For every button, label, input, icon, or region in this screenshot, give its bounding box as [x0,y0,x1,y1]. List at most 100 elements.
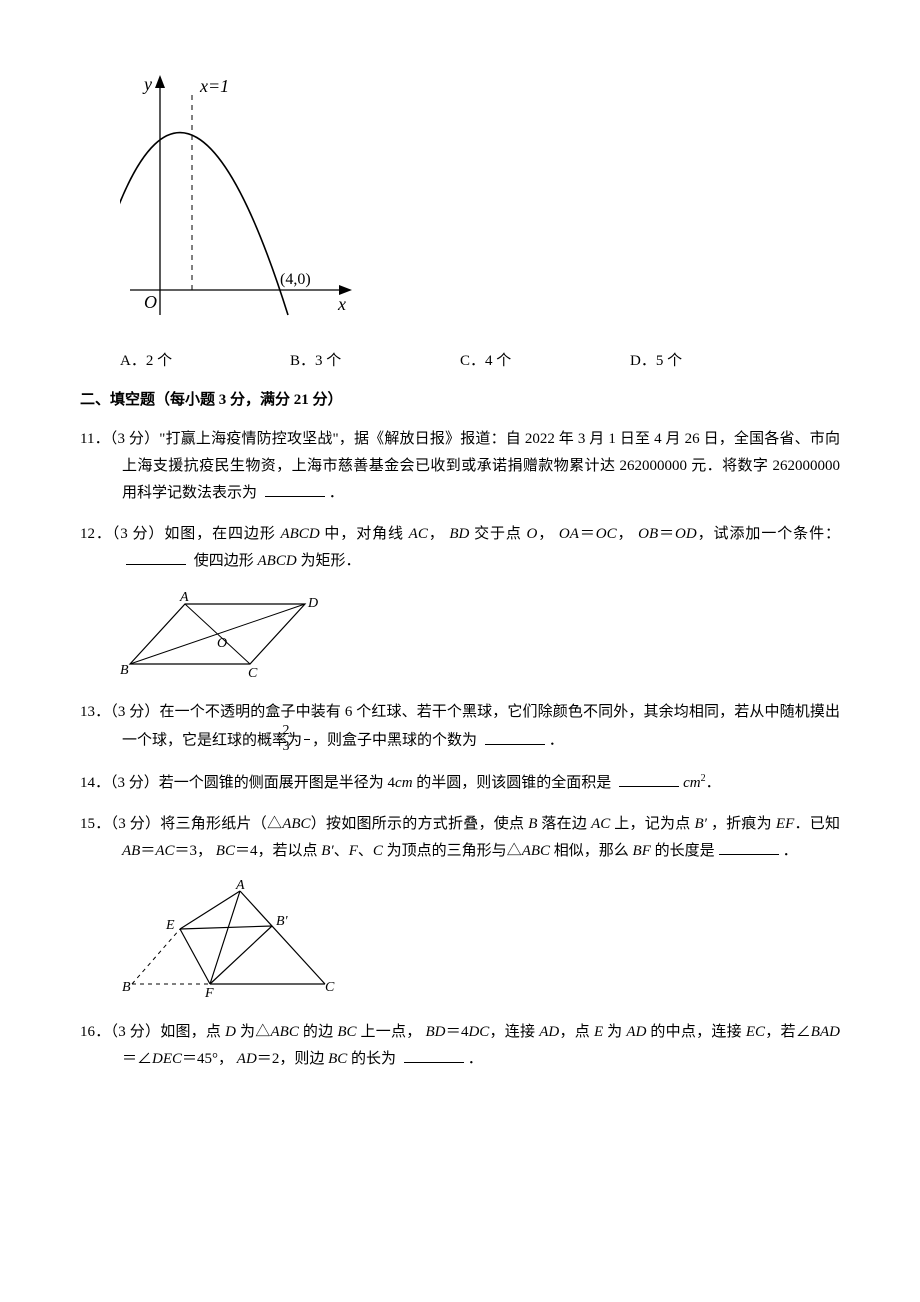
q15-t12: 的长度是 [655,843,715,859]
choice-d-prefix: D． [630,353,656,369]
q15-t9b: 、 [358,843,373,859]
q12-t8: 使四边形 [194,553,254,569]
q12-fig-D: D [307,596,318,611]
q15-blank[interactable] [719,839,779,855]
q15-AB: AB [122,843,140,859]
q13-t2: ，则盒子中黑球的个数为 [312,733,477,749]
q16-t3: 的边 [303,1024,333,1040]
q15-fig-F: F [204,986,214,999]
q12-fig-C: C [248,666,258,679]
q14-t2: 的半圆，则该圆锥的全面积是 [413,775,612,791]
q15-t5: ，折痕为 [711,816,772,832]
q16-num: 16． [80,1024,110,1040]
q11-pts: （3 分） [110,431,159,447]
q13-t3: ． [549,733,564,749]
q16-AD3: AD [237,1051,257,1067]
q12-t1: 如图，在四边形 [164,526,275,542]
q16-DEC: DEC [152,1051,182,1067]
q15-t6: ．已知 [794,816,840,832]
q16-t7: 为 [607,1024,622,1040]
q16-blank[interactable] [404,1047,464,1063]
q16-t8: 的中点，连接 [650,1024,741,1040]
x-intercept-label: (4,0) [280,271,311,288]
q12-t7: ，试添加一个条件： [697,526,840,542]
q16-AD2: AD [626,1024,646,1040]
q12-eq1: ＝ [579,526,596,542]
q16-EC: EC [746,1024,765,1040]
q16-t2: 为△ [240,1024,270,1040]
q16-v45: 45° [197,1051,218,1067]
q12-svg: A B C D O [120,589,320,679]
q12-eq2: ＝ [658,526,675,542]
q12-od: OD [675,526,697,542]
q14-cm: cm [395,775,413,791]
q11-period: ． [329,485,344,501]
q15-pts: （3 分） [111,816,161,832]
q14-t1: 若一个圆锥的侧面展开图是半径为 4 [159,775,395,791]
vertex-line-label: x=1 [199,76,229,96]
q15-C: C [373,843,383,859]
q14-t3: ． [706,775,721,791]
q12-o: O [527,526,538,542]
q15-EF: EF [776,816,794,832]
choice-d[interactable]: D．5 个 [630,348,800,375]
q12-fig-B: B [120,663,129,678]
choice-c[interactable]: C．4 个 [460,348,630,375]
choice-b-prefix: B． [290,353,315,369]
q12-t3: ， [428,526,445,542]
choice-c-text: 4 个 [485,353,511,369]
q13-blank[interactable] [485,729,545,745]
q12-figure: A B C D O [120,589,840,689]
q16-t1: 如图，点 [160,1024,221,1040]
q13-frac-num: 2 [304,724,310,740]
q12-abcd: ABCD [280,526,319,542]
q16-t11: ， [218,1051,233,1067]
q12-t4: 交于点 [474,526,522,542]
q16-D: D [225,1024,236,1040]
choice-c-prefix: C． [460,353,485,369]
x-axis-label: x [337,294,346,314]
q12-t2: 中，对角线 [324,526,404,542]
q15-eq1: ＝ [140,843,155,859]
parabola-figure: y x=1 (4,0) x O [120,70,840,340]
question-12: 12．（3 分）如图，在四边形 ABCD 中，对角线 AC， BD 交于点 O，… [80,521,840,575]
q15-svg: A B C E F B' [120,879,340,999]
q12-bd: BD [449,526,469,542]
choice-a[interactable]: A．2 个 [120,348,290,375]
q15-t9a: 、 [334,843,349,859]
q12-fig-A: A [179,590,189,605]
q16-t5: ，连接 [489,1024,535,1040]
q15-Bp2: B′ [321,843,333,859]
q16-BAD: BAD [811,1024,840,1040]
q13-frac-den: 3 [304,740,310,755]
q15-abc: ABC [282,816,310,832]
q13-num: 13． [80,704,110,720]
q16-BD: BD [425,1024,445,1040]
q12-pts: （3 分） [112,526,164,542]
choice-row: A．2 个 B．3 个 C．4 个 D．5 个 [80,348,840,375]
q16-pts: （3 分） [110,1024,160,1040]
q15-fig-A: A [235,879,245,893]
q16-eq1: ＝ [445,1024,460,1040]
q15-t4: 上，记为点 [614,816,690,832]
q16-t14: ． [468,1051,483,1067]
q15-abc2: ABC [522,843,550,859]
q15-t8: ，若以点 [257,843,317,859]
y-axis-label: y [142,74,152,94]
q15-AC2: AC [155,843,174,859]
q15-t1: 将三角形纸片（△ [160,816,282,832]
q15-BF: BF [633,843,651,859]
q11-blank[interactable] [265,481,325,497]
choice-d-text: 5 个 [656,353,682,369]
q16-t4: 上一点， [361,1024,422,1040]
q16-AD: AD [539,1024,559,1040]
q15-BC: BC [216,843,235,859]
choice-b[interactable]: B．3 个 [290,348,460,375]
q14-blank[interactable] [619,771,679,787]
q15-t10: 为顶点的三角形与△ [387,843,522,859]
section-header: 二、填空题（每小题 3 分，满分 21 分） [80,387,840,414]
choice-a-text: 2 个 [146,353,172,369]
q16-BC: BC [337,1024,356,1040]
q14-num: 14． [80,775,110,791]
q12-blank[interactable] [126,549,186,565]
